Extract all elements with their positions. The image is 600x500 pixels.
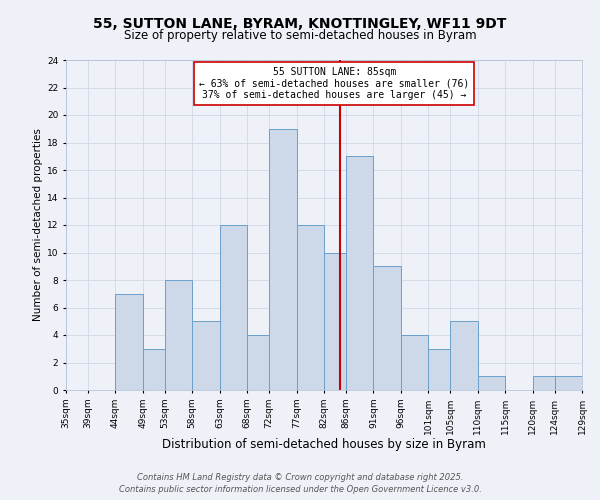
Bar [450, 322, 478, 390]
Bar [428, 349, 450, 390]
X-axis label: Distribution of semi-detached houses by size in Byram: Distribution of semi-detached houses by … [162, 438, 486, 451]
Bar [143, 349, 165, 390]
Text: Contains HM Land Registry data © Crown copyright and database right 2025.
Contai: Contains HM Land Registry data © Crown c… [119, 473, 481, 494]
Bar [165, 280, 192, 390]
Bar [296, 225, 324, 390]
Bar [533, 376, 554, 390]
Text: Size of property relative to semi-detached houses in Byram: Size of property relative to semi-detach… [124, 29, 476, 42]
Bar [478, 376, 505, 390]
Bar [346, 156, 373, 390]
Y-axis label: Number of semi-detached properties: Number of semi-detached properties [32, 128, 43, 322]
Text: 55 SUTTON LANE: 85sqm
← 63% of semi-detached houses are smaller (76)
37% of semi: 55 SUTTON LANE: 85sqm ← 63% of semi-deta… [199, 66, 469, 100]
Bar [220, 225, 247, 390]
Text: 55, SUTTON LANE, BYRAM, KNOTTINGLEY, WF11 9DT: 55, SUTTON LANE, BYRAM, KNOTTINGLEY, WF1… [94, 18, 506, 32]
Bar [554, 376, 582, 390]
Bar [401, 335, 428, 390]
Bar [269, 128, 296, 390]
Bar [115, 294, 143, 390]
Bar [324, 252, 346, 390]
Bar [373, 266, 401, 390]
Bar [192, 322, 220, 390]
Bar [247, 335, 269, 390]
